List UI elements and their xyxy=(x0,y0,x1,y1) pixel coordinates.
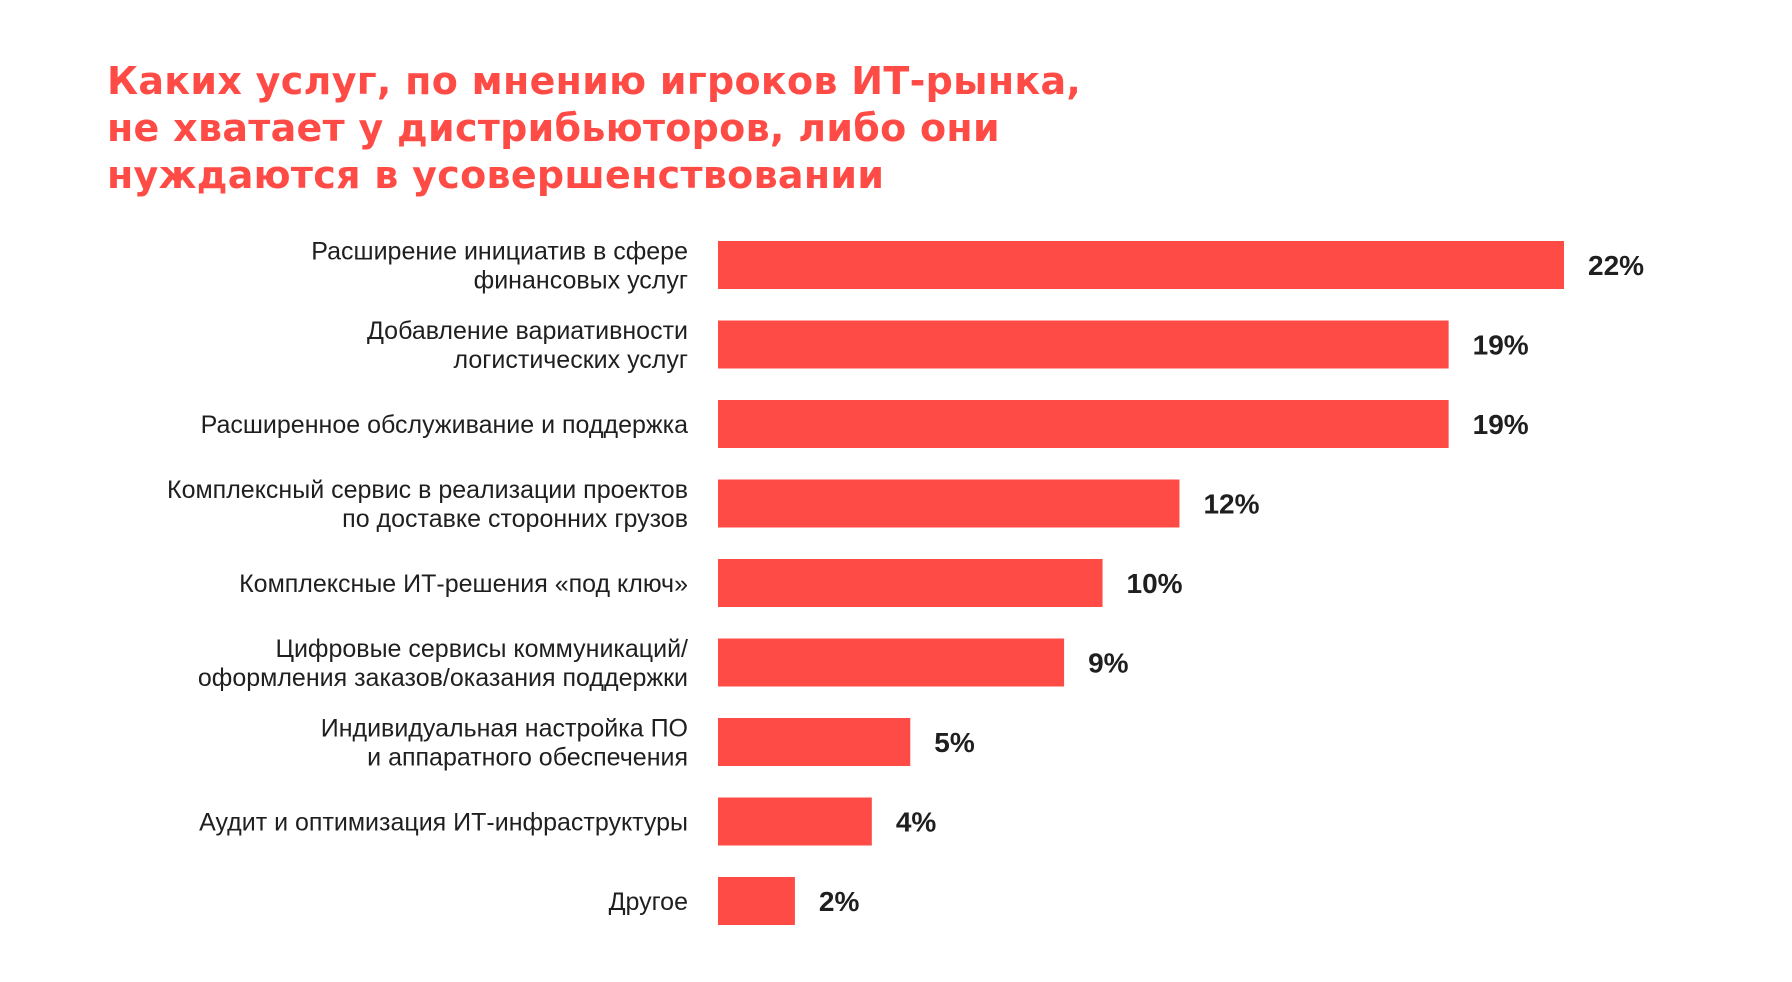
category-label: Аудит и оптимизация ИТ-инфраструктуры xyxy=(199,809,688,837)
value-label: 19% xyxy=(1473,330,1529,361)
value-label: 22% xyxy=(1588,250,1644,281)
bar-row: Комплексные ИТ-решения «под ключ» 10% xyxy=(239,559,1183,607)
bar-row: Цифровые сервисы коммуникаций/оформления… xyxy=(198,635,1129,692)
bar xyxy=(718,559,1103,607)
category-label-line: Другое xyxy=(609,888,688,916)
category-label-line: оформления заказов/оказания поддержки xyxy=(198,664,688,692)
bar xyxy=(718,877,795,925)
category-label: Индивидуальная настройка ПО и аппаратного… xyxy=(321,715,688,772)
category-label-line: Добавление вариативности xyxy=(367,317,688,345)
value-label: 2% xyxy=(819,886,860,917)
chart-title-line: нуждаются в усовершенствовании xyxy=(107,153,885,197)
bar xyxy=(718,718,911,766)
category-label-line: и аппаратного обеспечения xyxy=(367,744,688,772)
bar-row: Комплексный сервис в реализации проектов… xyxy=(167,476,1260,533)
category-label-line: Комплексный сервис в реализации проектов xyxy=(167,476,688,504)
value-label: 4% xyxy=(896,807,937,838)
category-label-line: Комплексные ИТ-решения «под ключ» xyxy=(239,570,688,598)
bar xyxy=(718,797,872,846)
bar-row: Расширенное обслуживание и поддержка 19% xyxy=(201,400,1529,448)
category-label-line: Расширенное обслуживание и поддержка xyxy=(201,411,688,439)
bar-row: Другое 2% xyxy=(609,877,860,925)
bar xyxy=(718,638,1065,687)
chart-title: Каких услуг, по мнению игроков ИТ-рынка,… xyxy=(107,58,1107,199)
value-label: 19% xyxy=(1473,409,1529,440)
bar xyxy=(718,320,1449,369)
bar-row: Добавление вариативности логистических ус… xyxy=(367,317,1529,374)
category-label-line: Аудит и оптимизация ИТ-инфраструктуры xyxy=(199,809,688,837)
bar-row: Индивидуальная настройка ПО и аппаратного… xyxy=(321,715,975,772)
category-label: Комплексный сервис в реализации проектов… xyxy=(167,476,688,533)
value-label: 12% xyxy=(1203,489,1259,520)
category-label-line: Индивидуальная настройка ПО xyxy=(321,715,688,743)
category-label-line: по доставке сторонних грузов xyxy=(342,505,688,533)
bar xyxy=(718,400,1449,448)
category-label: Расширение инициатив в сфере финансовых у… xyxy=(311,238,688,295)
value-label: 10% xyxy=(1127,568,1183,599)
bar xyxy=(718,241,1564,289)
category-label-line: Цифровые сервисы коммуникаций/ xyxy=(275,635,688,663)
category-label: Расширенное обслуживание и поддержка xyxy=(201,411,688,439)
bar-row: Расширение инициатив в сфере финансовых у… xyxy=(311,238,1644,295)
category-label: Комплексные ИТ-решения «под ключ» xyxy=(239,570,688,598)
category-label: Другое xyxy=(609,888,688,916)
category-label: Добавление вариативности логистических ус… xyxy=(367,317,688,374)
category-label-line: логистических услуг xyxy=(454,346,688,374)
category-label: Цифровые сервисы коммуникаций/оформления… xyxy=(198,635,688,692)
bar-row: Аудит и оптимизация ИТ-инфраструктуры 4% xyxy=(199,797,937,846)
bar xyxy=(718,479,1180,528)
chart-title-line: Каких услуг, по мнению игроков ИТ-рынка, xyxy=(107,59,1082,103)
value-label: 5% xyxy=(934,727,975,758)
chart-title-line: не хватает у дистрибьюторов, либо они xyxy=(107,106,1000,150)
category-label-line: финансовых услуг xyxy=(474,267,688,295)
category-label-line: Расширение инициатив в сфере xyxy=(311,238,688,266)
value-label: 9% xyxy=(1088,648,1129,679)
